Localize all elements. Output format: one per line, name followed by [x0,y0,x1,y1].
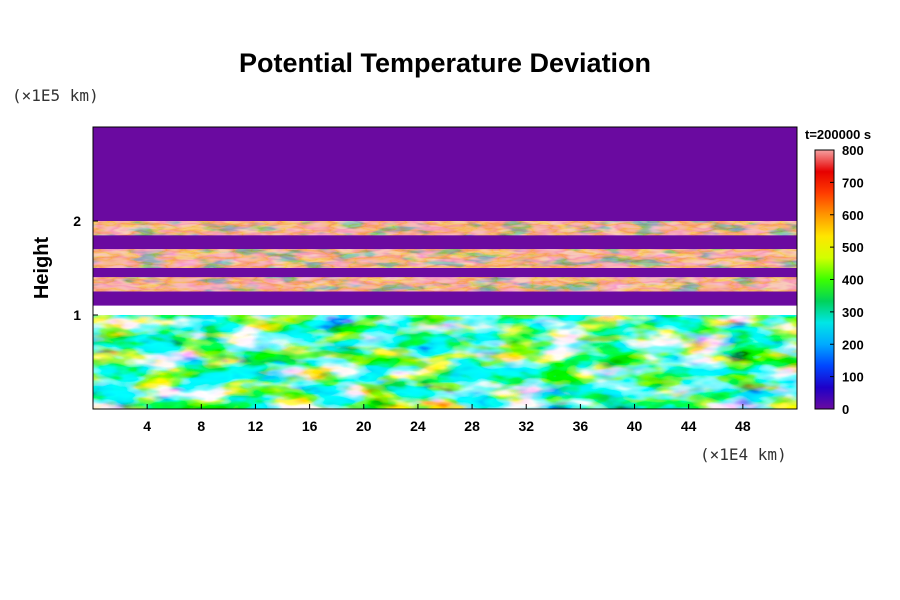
x-tick-label: 32 [518,418,534,434]
x-tick-label: 24 [410,418,426,434]
heatmap-band-2 [93,235,797,250]
x-tick-label: 48 [735,418,751,434]
y-tick-label: 1 [73,307,81,323]
x-tick-label: 12 [248,418,264,434]
colorbar-tick-label: 800 [842,143,864,158]
x-tick-label: 4 [143,418,151,434]
y-axis-label: Height [31,237,53,300]
x-tick-label: 40 [627,418,643,434]
colorbar-tick-label: 100 [842,370,864,385]
colorbar-tick-label: 700 [842,175,864,190]
heatmap-band-4 [93,268,797,278]
plot-frame [92,126,798,410]
x-tick-label: 44 [681,418,697,434]
turbulent-warm-field-3 [93,249,797,268]
turbulent-warm-field-1 [93,221,797,236]
colorbar-tick-label: 600 [842,208,864,223]
colorbar-tick-label: 300 [842,305,864,320]
x-tick-label: 28 [464,418,480,434]
x-tick-label: 36 [573,418,589,434]
x-axis-ticks: 4 8 12 16 20 24 28 32 36 40 44 48 [143,404,751,434]
turbulent-lower-field [93,315,797,409]
chart-title: Potential Temperature Deviation [239,48,651,78]
x-tick-label: 20 [356,418,372,434]
heatmap-band-6 [93,291,797,306]
y-unit-label: (×1E5 km) [12,86,99,105]
x-tick-label: 8 [197,418,205,434]
turbulent-warm-field-5 [93,277,797,292]
time-label: t=200000 s [805,127,871,142]
x-tick-label: 16 [302,418,318,434]
colorbar-tick-label: 200 [842,337,864,352]
colorbar-tick-label: 0 [842,402,849,417]
colorbar: 0 100 200 300 400 500 600 700 800 [814,143,864,417]
y-axis-ticks: 12 [73,213,98,323]
x-unit-label: (×1E4 km) [700,445,787,464]
colorbar-tick-label: 500 [842,240,864,255]
y-tick-label: 2 [73,213,81,229]
heatmap-band-0 [93,127,797,221]
colorbar-tick-label: 400 [842,273,864,288]
heatmap-plot-area [93,127,797,409]
